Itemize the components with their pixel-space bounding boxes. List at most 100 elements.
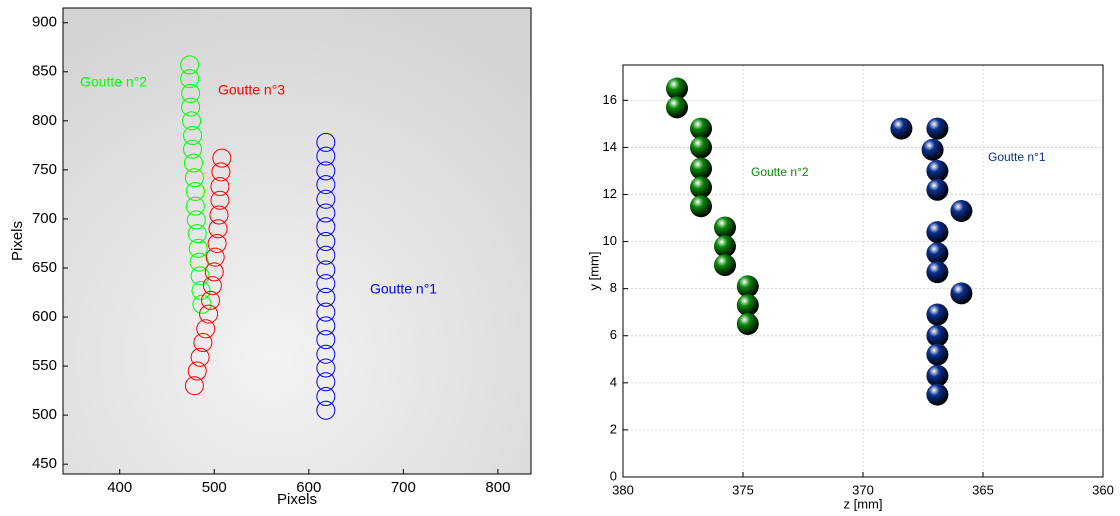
circle-marker <box>190 266 210 286</box>
x-tick-label: 375 <box>732 482 754 497</box>
sphere-marker <box>926 221 949 244</box>
sphere-marker <box>950 282 973 305</box>
y-axis-label: y [mm] <box>586 252 601 291</box>
series-label: Goutte n°2 <box>80 74 147 90</box>
series <box>316 132 336 420</box>
circle-marker <box>186 210 206 230</box>
y-tick-label: 0 <box>610 468 617 483</box>
circle-marker <box>316 274 336 294</box>
y-tick-label: 10 <box>603 233 617 248</box>
circle-marker <box>316 231 336 251</box>
y-tick-label: 700 <box>32 210 57 227</box>
x-axis-label: Pixels <box>277 491 317 508</box>
circle-marker <box>187 361 207 381</box>
sphere-marker <box>736 294 759 317</box>
circle-marker <box>183 139 203 159</box>
x-tick-label: 380 <box>612 482 634 497</box>
circle-marker <box>183 126 203 146</box>
series-label: Goutte n°2 <box>751 165 809 179</box>
circle-marker <box>181 97 201 117</box>
sphere-marker <box>926 324 949 347</box>
circle-marker <box>187 224 207 244</box>
sphere-marker <box>690 157 712 180</box>
circle-marker <box>207 233 227 253</box>
circle-marker <box>316 372 336 392</box>
sphere-marker <box>926 261 949 284</box>
circle-marker <box>200 290 220 310</box>
y-axis-label: Pixels <box>9 221 26 261</box>
circle-marker <box>193 333 213 353</box>
circle-marker <box>210 177 230 197</box>
sphere-marker <box>926 178 949 201</box>
circle-marker <box>188 238 208 258</box>
y-tick-label: 450 <box>32 455 57 472</box>
circle-marker <box>184 376 204 396</box>
series-label: Goutte n°1 <box>370 281 437 297</box>
circle-marker <box>182 111 202 131</box>
circle-marker <box>316 146 336 166</box>
circle-marker <box>181 83 201 103</box>
sphere-marker <box>690 195 712 218</box>
sphere-marker <box>926 117 949 140</box>
sphere-marker <box>950 199 973 222</box>
circle-marker <box>205 247 225 267</box>
circle-marker <box>316 260 336 280</box>
sphere-marker <box>926 383 949 406</box>
circle-marker <box>208 219 228 239</box>
sphere-marker <box>666 77 688 100</box>
sphere-marker <box>926 242 949 265</box>
circle-marker <box>180 55 200 75</box>
y-tick-label: 16 <box>603 92 617 107</box>
sphere-marker <box>666 96 688 119</box>
x-tick-label: 400 <box>107 479 132 496</box>
circle-marker <box>185 181 205 201</box>
circle-marker <box>316 189 336 209</box>
circle-marker <box>316 287 336 307</box>
y-tick-label: 6 <box>610 327 617 342</box>
y-tick-label: 2 <box>610 421 617 436</box>
circle-marker <box>316 132 336 152</box>
y-tick-label: 850 <box>32 63 57 80</box>
circle-marker <box>316 386 336 406</box>
sphere-marker <box>921 138 944 161</box>
sphere-marker <box>736 275 759 298</box>
camera-image <box>63 8 531 474</box>
sphere-marker <box>926 364 949 387</box>
circle-marker <box>316 175 336 195</box>
x-tick-label: 600 <box>296 479 321 496</box>
sphere-marker <box>690 176 712 199</box>
circle-marker <box>184 168 204 188</box>
x-tick-label: 360 <box>1092 482 1114 497</box>
y-tick-label: 12 <box>603 186 617 201</box>
sphere-marker <box>926 343 949 366</box>
circle-marker <box>185 196 205 216</box>
y-tick-label: 500 <box>32 406 57 423</box>
y-tick-label: 750 <box>32 161 57 178</box>
y-tick-label: 8 <box>610 280 617 295</box>
sphere-marker <box>714 254 736 277</box>
circle-marker <box>199 304 219 324</box>
circle-marker <box>316 245 336 265</box>
x-tick-label: 800 <box>485 479 510 496</box>
series <box>890 117 973 406</box>
circle-marker <box>316 217 336 237</box>
series-label: Goutte n°1 <box>988 150 1046 164</box>
sphere-marker <box>890 117 913 140</box>
circle-marker <box>192 294 212 314</box>
y-tick-label: 550 <box>32 357 57 374</box>
axes-frame <box>62 7 532 475</box>
y-tick-label: 600 <box>32 308 57 325</box>
circle-marker <box>204 262 224 282</box>
circle-marker <box>211 162 231 182</box>
y-tick-label: 800 <box>32 112 57 129</box>
y-tick-label: 900 <box>32 14 57 31</box>
circle-marker <box>209 205 229 225</box>
circle-marker <box>316 344 336 364</box>
circle-marker <box>196 319 216 339</box>
x-tick-label: 365 <box>972 482 994 497</box>
x-tick-label: 370 <box>852 482 874 497</box>
series <box>184 148 232 396</box>
x-tick-label: 700 <box>391 479 416 496</box>
x-axis-label: z [mm] <box>844 496 883 511</box>
